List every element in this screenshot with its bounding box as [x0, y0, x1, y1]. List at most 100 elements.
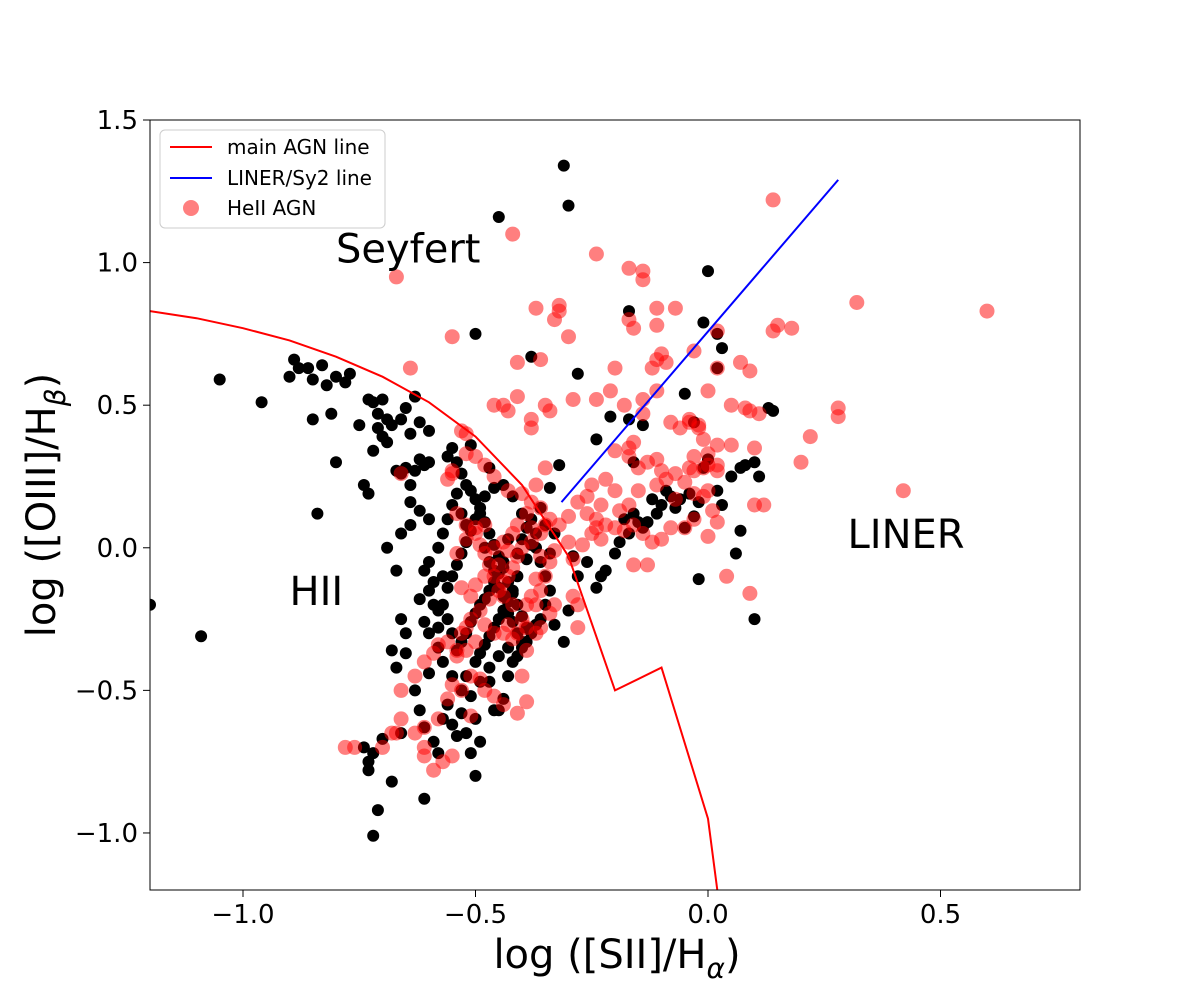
heii-agn-point [561, 534, 576, 550]
galaxy-point [446, 570, 459, 583]
heii-agn-point [802, 429, 818, 445]
heii-agn-point [416, 719, 432, 735]
heii-agn-point [533, 548, 549, 564]
heii-agn-point [347, 739, 363, 755]
heii-agn-point [505, 226, 521, 242]
galaxy-point [343, 367, 356, 380]
galaxy-point [423, 456, 435, 469]
galaxy-point [478, 490, 491, 503]
heii-agn-point [640, 557, 655, 573]
galaxy-point [409, 684, 421, 697]
heii-agn-point [523, 420, 539, 436]
heii-agn-point [519, 694, 535, 710]
galaxy-point [553, 459, 566, 472]
galaxy-point [604, 410, 617, 423]
heii-agn-point [565, 392, 581, 407]
heii-agn-point [505, 560, 521, 576]
galaxy-point [548, 618, 561, 631]
heii-agn-point [491, 557, 507, 573]
galaxy-point [371, 422, 384, 434]
heii-agn-point [691, 420, 707, 436]
galaxy-point [590, 581, 603, 594]
galaxy-point [371, 804, 384, 817]
heii-agn-point [463, 708, 479, 724]
galaxy-point [330, 456, 342, 469]
y-tick-label: 0.0 [97, 534, 138, 564]
galaxy-point [385, 419, 398, 432]
heii-agn-point [430, 711, 446, 727]
galaxy-point [492, 211, 505, 223]
heii-agn-point [551, 297, 567, 313]
heii-agn-point [607, 483, 623, 499]
galaxy-point [609, 547, 621, 560]
galaxy-point [283, 370, 296, 383]
heii-agn-point [505, 597, 521, 613]
galaxy-point [441, 581, 454, 594]
x-axis-label: log ([SII]/Hα) [493, 932, 740, 985]
galaxy-point [371, 407, 384, 420]
heii-agn-point [588, 246, 604, 262]
heii-agn-point [593, 497, 609, 513]
galaxy-point [450, 487, 463, 500]
legend-main-agn-line-label: main AGN line [227, 135, 370, 159]
galaxy-point [316, 359, 329, 372]
galaxy-point [353, 419, 366, 432]
heii-agn-point [477, 568, 493, 584]
heii-agn-point [458, 446, 474, 462]
heii-agn-point [635, 272, 651, 288]
heii-agn-point [765, 192, 781, 208]
heii-agn-point [709, 514, 725, 530]
galaxy-point [292, 362, 305, 375]
liner-sy2-line [560, 179, 839, 503]
heii-agn-point [663, 520, 679, 536]
galaxy-point [423, 584, 435, 597]
galaxy-point [716, 342, 728, 355]
galaxy-point [702, 265, 714, 278]
galaxy-point [404, 496, 417, 509]
heii-agn-point [830, 400, 846, 416]
heii-agn-point [407, 668, 423, 684]
heii-agn-point [686, 486, 702, 502]
heii-agn-point [723, 397, 739, 413]
galaxy-point [413, 504, 426, 517]
heii-agn-point [584, 477, 600, 493]
galaxy-point [390, 661, 403, 674]
galaxy-point [395, 413, 408, 426]
heii-agn-point [575, 537, 590, 553]
y-tick-label: 1.5 [97, 106, 138, 136]
galaxy-point [441, 613, 454, 626]
heii-agn-point [770, 317, 786, 333]
legend-liner-sy2-line-label: LINER/Sy2 line [227, 166, 372, 190]
heii-agn-point [565, 551, 581, 567]
heii-agn-point [635, 406, 651, 422]
galaxy-point [557, 635, 570, 648]
galaxy-point [409, 464, 421, 477]
galaxy-point [492, 650, 505, 663]
galaxy-point [436, 655, 449, 668]
heii-agn-point [756, 497, 772, 513]
galaxy-point [767, 404, 780, 417]
galaxy-point [150, 598, 156, 611]
heii-agn-point [375, 739, 390, 755]
galaxy-point [734, 524, 747, 537]
heii-agn-point [709, 463, 725, 479]
heii-agn-point [509, 517, 525, 533]
galaxy-point [460, 727, 473, 740]
heii-agn-point [654, 531, 669, 547]
galaxy-point [423, 627, 435, 640]
heii-agn-point [649, 317, 665, 333]
heii-agn-point [747, 440, 762, 456]
heii-agn-point [570, 494, 586, 510]
heii-agn-point [672, 420, 688, 436]
lines-layer [150, 179, 839, 890]
galaxy-point [376, 393, 389, 406]
heii-agn-point [686, 511, 702, 527]
heii-agn-point [570, 597, 586, 613]
heii-agn-point [514, 668, 530, 684]
heii-agn-point [742, 363, 758, 379]
heii-agn-point [598, 471, 614, 487]
heii-agn-point [393, 682, 409, 698]
x-axis: −1.0 −0.5 0.0 0.5 [211, 890, 961, 930]
galaxy-point [571, 367, 584, 380]
galaxy-point [418, 615, 431, 628]
